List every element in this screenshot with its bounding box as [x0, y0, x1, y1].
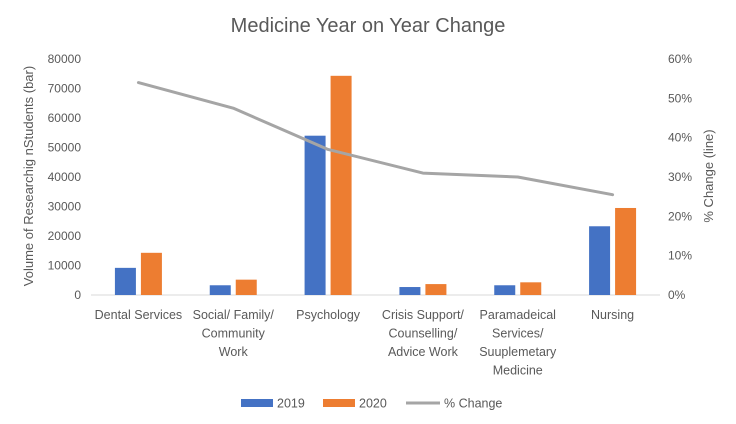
bar-2020-0 [140, 252, 162, 295]
x-tick-label: Psychology [296, 308, 361, 322]
y2-tick-label: 60% [668, 52, 692, 66]
legend-label-change: % Change [444, 397, 502, 411]
bar-2020-5 [615, 207, 637, 295]
y-tick-label: 20000 [48, 229, 82, 243]
y2-tick-label: 50% [668, 91, 692, 105]
y2-tick-label: 10% [668, 249, 692, 263]
x-tick-label: Paramadeical Services/Suuplemetary Medicin… [479, 308, 557, 378]
y2-axis-ticks: 0% 10% 20% 30% 40% 50% 60% [668, 52, 692, 302]
y2-tick-label: 40% [668, 131, 692, 145]
bar-2019-5 [589, 226, 611, 295]
y-tick-label: 80000 [48, 52, 82, 66]
x-tick-label: Dental Services [95, 308, 183, 322]
bar-2019-1 [209, 285, 231, 295]
legend-label-2019: 2019 [277, 397, 305, 411]
line-percent-change [136, 81, 615, 197]
bar-series [114, 75, 637, 295]
y2-tick-label: 0% [668, 288, 686, 302]
y-tick-label: 60000 [48, 111, 82, 125]
line-series [136, 81, 615, 197]
y-tick-label: 10000 [48, 259, 82, 273]
legend-label-2020: 2020 [359, 397, 387, 411]
legend-swatch-2019 [241, 399, 273, 407]
bar-2019-2 [304, 135, 326, 295]
y-tick-label: 0 [74, 288, 81, 302]
x-axis-labels: Dental Services Social/ Family/Community W… [95, 308, 635, 378]
bar-2020-2 [330, 75, 352, 295]
y-tick-label: 30000 [48, 200, 82, 214]
bar-2019-4 [494, 285, 516, 295]
y2-axis-label: % Change (line) [701, 129, 716, 222]
y-axis-label: Volume of Researchig nStudents (bar) [21, 66, 36, 286]
bar-2020-4 [520, 282, 542, 295]
x-tick-label: Crisis Support/Counselling/Advice Work [382, 308, 464, 359]
y-axis-ticks: 0 10000 20000 30000 40000 50000 60000 70000 8000… [48, 52, 82, 302]
y2-tick-label: 20% [668, 209, 692, 223]
x-tick-label: Social/ Family/Community Work [193, 308, 275, 359]
y-tick-label: 70000 [48, 82, 82, 96]
bar-2020-1 [235, 279, 257, 295]
bar-2019-0 [114, 267, 136, 295]
bar-2019-3 [399, 287, 421, 295]
legend-swatch-2020 [323, 399, 355, 407]
x-tick-label: Nursing [591, 308, 634, 322]
y-tick-label: 50000 [48, 141, 82, 155]
bar-2020-3 [425, 284, 447, 295]
chart-title: Medicine Year on Year Change [231, 15, 506, 37]
legend: 2019 2020 % Change [241, 397, 502, 411]
y-tick-label: 40000 [48, 170, 82, 184]
y2-tick-label: 30% [668, 170, 692, 184]
